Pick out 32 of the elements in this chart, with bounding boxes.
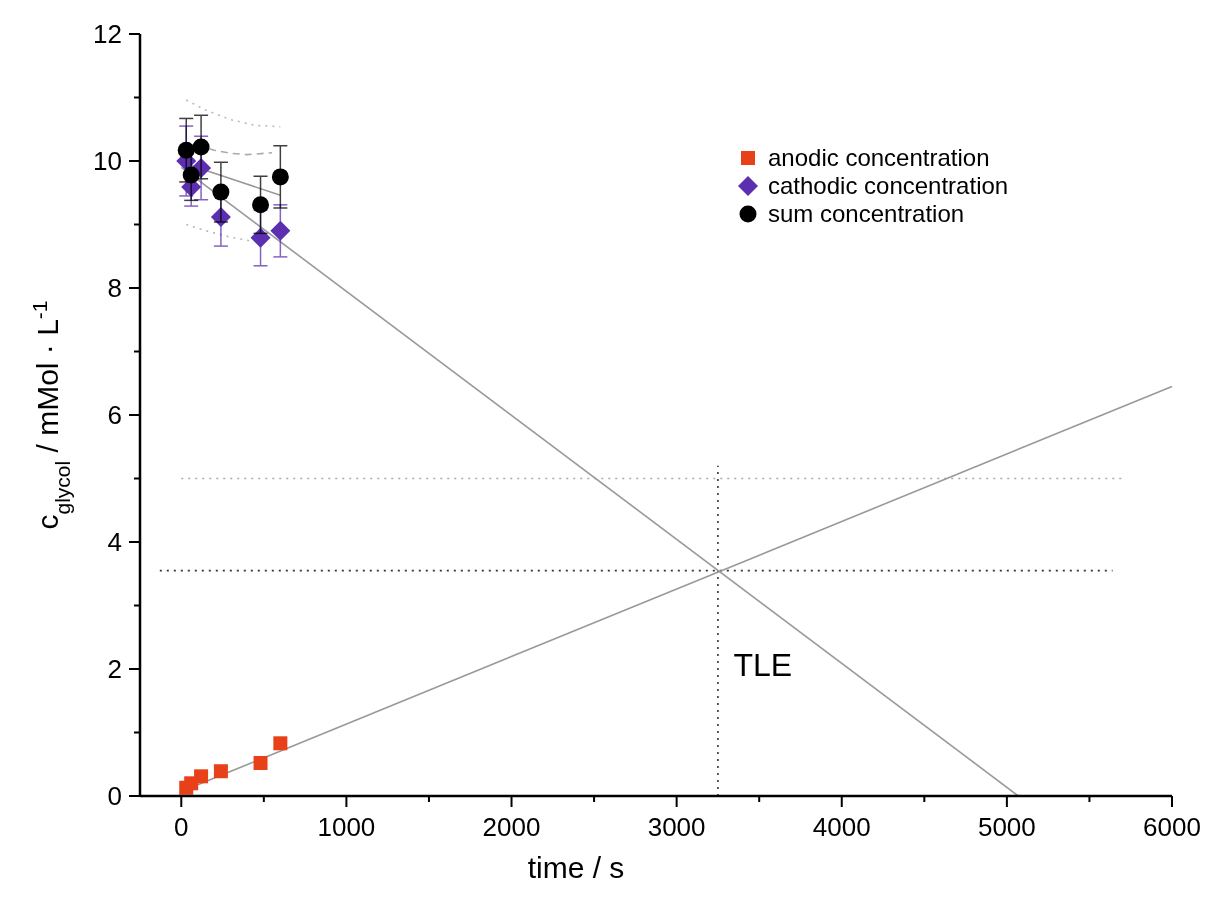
y-tick-label: 8 xyxy=(107,273,122,303)
legend-label: anodic concentration xyxy=(768,144,990,171)
y-tick-label: 4 xyxy=(107,527,122,557)
y-tick-label: 10 xyxy=(93,146,122,176)
point xyxy=(192,138,210,156)
line-series xyxy=(185,99,282,128)
point xyxy=(252,196,270,214)
annotation: TLE xyxy=(733,647,793,683)
point xyxy=(213,764,228,779)
point xyxy=(273,736,288,751)
legend-label: sum concentration xyxy=(768,200,965,227)
x-tick-label: 3000 xyxy=(647,812,706,842)
y-tick-label: 6 xyxy=(107,400,122,430)
point xyxy=(253,755,268,770)
x-tick-label: 2000 xyxy=(482,812,541,842)
point xyxy=(250,227,271,248)
x-tick-label: 0 xyxy=(174,812,189,842)
point xyxy=(177,141,195,159)
x-tick-label: 5000 xyxy=(977,812,1036,842)
point xyxy=(271,168,289,186)
x-tick-label: 4000 xyxy=(812,812,871,842)
x-tick-label: 6000 xyxy=(1143,812,1201,842)
point xyxy=(194,769,209,784)
y-tick-label: 0 xyxy=(107,781,122,811)
point xyxy=(212,183,230,201)
x-tick-label: 1000 xyxy=(317,812,376,842)
y-tick-label: 12 xyxy=(93,19,122,49)
point xyxy=(182,166,200,184)
point xyxy=(270,220,291,241)
legend-label: cathodic concentration xyxy=(768,172,1009,199)
y-tick-label: 2 xyxy=(107,654,122,684)
x-axis-title: time / s xyxy=(527,851,625,884)
